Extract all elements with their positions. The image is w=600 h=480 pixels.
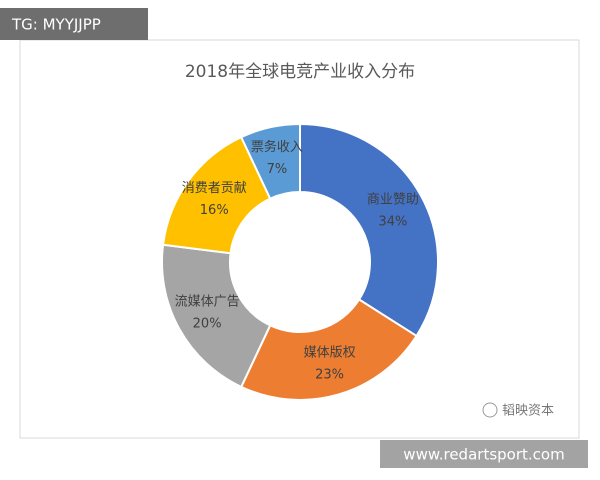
- value-label: 16%: [200, 203, 229, 218]
- donut: 商业赞助 34% 媒体版权 23% 流媒体广告 20% 消费者贡献 16% 票务收入 7%: [161, 122, 439, 401]
- watermark-text: www.redartsport.com: [403, 446, 564, 464]
- logo-text: 韬映资本: [502, 404, 554, 419]
- slice: [239, 122, 301, 200]
- watermark-box: [0, 8, 148, 40]
- slice-label: 流媒体广告: [175, 295, 240, 310]
- slice-label: 票务收入: [251, 139, 303, 155]
- logo-icon: [482, 402, 498, 418]
- slice-label: 媒体版权: [304, 344, 356, 360]
- slice: [299, 122, 439, 338]
- slice: [161, 243, 272, 389]
- slice-label: 消费者贡献: [182, 181, 247, 196]
- value-label: 7%: [267, 162, 288, 177]
- watermark-text: TG: MYYJJPP: [11, 16, 101, 34]
- slice-label: 商业赞助: [367, 192, 419, 207]
- watermark-box: [380, 440, 588, 468]
- value-label: 23%: [315, 367, 344, 382]
- chart-title: 2018年全球电竞产业收入分布: [185, 62, 415, 82]
- value-label: 20%: [193, 317, 222, 332]
- value-label: 34%: [378, 214, 407, 229]
- slice: [239, 298, 418, 401]
